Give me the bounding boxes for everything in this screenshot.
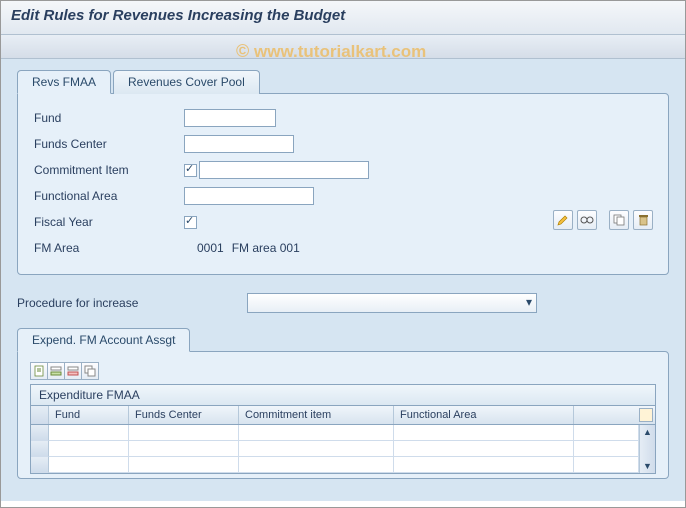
grid-config-icon[interactable] xyxy=(639,408,653,422)
edit-button[interactable] xyxy=(553,210,573,230)
grid-copy-row-button[interactable] xyxy=(81,362,99,380)
table-row[interactable] xyxy=(49,425,639,441)
procedure-label: Procedure for increase xyxy=(17,296,247,310)
panel-actions xyxy=(553,210,653,230)
fund-input[interactable] xyxy=(184,109,276,127)
copy-button[interactable] xyxy=(609,210,629,230)
commitment-item-checkbox[interactable] xyxy=(184,164,197,177)
tab-revenues-cover-pool[interactable]: Revenues Cover Pool xyxy=(113,70,260,94)
grid-title: Expenditure FMAA xyxy=(31,385,655,406)
col-funds-center[interactable]: Funds Center xyxy=(129,406,239,424)
page-title: Edit Rules for Revenues Increasing the B… xyxy=(11,7,675,24)
scroll-down-icon[interactable]: ▼ xyxy=(643,461,652,471)
commitment-item-input[interactable] xyxy=(199,161,369,179)
fiscal-year-label: Fiscal Year xyxy=(34,215,184,229)
fiscal-year-checkbox[interactable] xyxy=(184,216,197,229)
procedure-select[interactable] xyxy=(247,293,537,313)
expend-panel: Expenditure FMAA Fund Funds Center Commi… xyxy=(17,351,669,479)
fm-area-label: FM Area xyxy=(34,241,184,255)
tab-expend-fm-account[interactable]: Expend. FM Account Assgt xyxy=(17,328,190,352)
revs-fmaa-panel: Fund Funds Center Commitment Item Functi… xyxy=(17,93,669,275)
scroll-up-icon[interactable]: ▲ xyxy=(643,427,652,437)
col-rest xyxy=(574,406,655,424)
row-delete-icon xyxy=(67,365,79,377)
display-button[interactable] xyxy=(577,210,597,230)
row-selector[interactable] xyxy=(31,425,49,441)
row-copy-icon xyxy=(84,365,96,377)
table-row[interactable] xyxy=(49,457,639,473)
fund-label: Fund xyxy=(34,111,184,125)
delete-button[interactable] xyxy=(633,210,653,230)
fm-area-code: 0001 xyxy=(184,241,224,255)
commitment-item-label: Commitment Item xyxy=(34,163,184,177)
grid-delete-row-button[interactable] xyxy=(64,362,82,380)
tab-revs-fmaa[interactable]: Revs FMAA xyxy=(17,70,111,94)
funds-center-input[interactable] xyxy=(184,135,294,153)
grid-scrollbar[interactable]: ▲ ▼ xyxy=(639,425,655,473)
table-row[interactable] xyxy=(49,441,639,457)
doc-new-icon xyxy=(34,365,45,377)
grid-corner[interactable] xyxy=(31,406,49,424)
functional-area-input[interactable] xyxy=(184,187,314,205)
col-commitment-item[interactable]: Commitment item xyxy=(239,406,394,424)
row-selector[interactable] xyxy=(31,457,49,473)
pencil-icon xyxy=(557,214,569,226)
app-toolbar xyxy=(1,35,685,59)
trash-icon xyxy=(638,214,649,226)
row-selector[interactable] xyxy=(31,441,49,457)
grid-new-row-button[interactable] xyxy=(30,362,48,380)
row-insert-icon xyxy=(50,365,62,377)
col-functional-area[interactable]: Functional Area xyxy=(394,406,574,424)
grid-toolbar xyxy=(30,362,656,380)
functional-area-label: Functional Area xyxy=(34,189,184,203)
funds-center-label: Funds Center xyxy=(34,137,184,151)
grid-insert-row-button[interactable] xyxy=(47,362,65,380)
col-fund[interactable]: Fund xyxy=(49,406,129,424)
fm-area-text: FM area 001 xyxy=(224,241,300,255)
glasses-icon xyxy=(580,215,594,225)
copy-icon xyxy=(613,214,625,226)
main-tab-strip: Revs FMAA Revenues Cover Pool xyxy=(17,70,669,94)
expenditure-grid: Expenditure FMAA Fund Funds Center Commi… xyxy=(30,384,656,474)
